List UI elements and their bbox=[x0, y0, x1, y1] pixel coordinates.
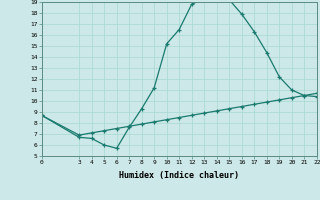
X-axis label: Humidex (Indice chaleur): Humidex (Indice chaleur) bbox=[119, 171, 239, 180]
